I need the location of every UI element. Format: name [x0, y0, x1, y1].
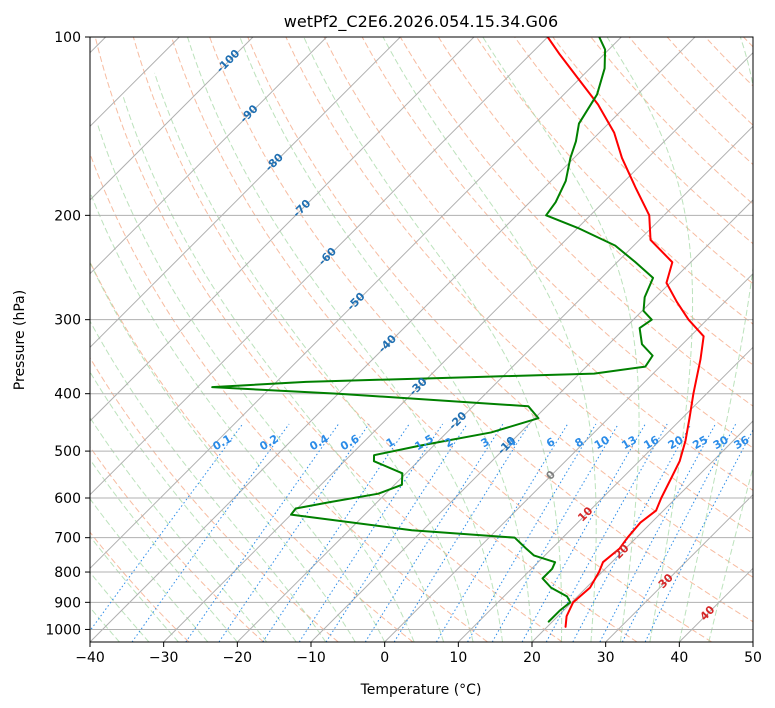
dewpoint-profile [211, 37, 655, 623]
mixing-ratio-line [298, 423, 444, 642]
y-tick-label: 800 [54, 565, 81, 581]
moist-adiabat [382, 37, 597, 642]
dry-adiabat [209, 37, 753, 623]
y-tick-label: 400 [54, 387, 81, 403]
y-axis-label: Pressure (hPa) [12, 290, 28, 390]
mixing-ratio-line [90, 423, 244, 632]
y-tick-label: 500 [54, 444, 81, 460]
mixing-ratio-line [491, 423, 619, 642]
moist-adiabat [239, 37, 533, 642]
x-tick-label: 40 [670, 650, 688, 666]
mixing-ratio-line [393, 423, 530, 642]
moist-adiabat [482, 37, 640, 642]
x-axis-label: Temperature (°C) [360, 682, 482, 698]
y-tick-label: 700 [54, 531, 81, 547]
mixing-ratio-line [599, 423, 716, 642]
dry-adiabat [90, 260, 414, 642]
plot-frame [89, 36, 754, 643]
isotherm-line [90, 37, 401, 349]
y-tick-label: 1000 [45, 622, 81, 638]
mixing-ratio-line [364, 423, 504, 642]
dry-adiabat [247, 37, 753, 578]
x-tick-label: −30 [149, 650, 179, 666]
x-tick-label: −20 [223, 650, 253, 666]
moist-adiabat [90, 498, 209, 642]
x-tick-label: 0 [380, 650, 389, 666]
moist-adiabat [96, 123, 415, 642]
isotherm-line [531, 420, 753, 642]
moist-adiabat [90, 320, 327, 642]
dry-adiabat [438, 37, 753, 366]
moist-adiabat [90, 571, 150, 642]
mixing-ratio-line [621, 423, 737, 642]
x-tick-label: 20 [523, 650, 541, 666]
isotherm-line [236, 125, 753, 642]
x-tick-label: 10 [449, 650, 467, 666]
y-tick-label: 300 [54, 313, 81, 329]
isotherm-line [163, 51, 753, 642]
y-tick-label: 600 [54, 491, 81, 507]
y-tick-label: 200 [54, 208, 81, 224]
x-tick-label: 50 [744, 650, 762, 666]
mixing-ratio-line [218, 423, 370, 642]
dry-adiabat [90, 356, 339, 642]
dry-adiabat [94, 37, 563, 642]
moist-adiabat [90, 416, 268, 642]
dry-adiabat [323, 37, 753, 491]
isotherm-line [384, 272, 753, 642]
dry-adiabat [90, 531, 190, 642]
moist-adiabat [303, 37, 563, 642]
moist-adiabat [187, 37, 504, 642]
isotherm-line [90, 37, 328, 275]
dry-adiabat [285, 37, 753, 535]
moist-adiabat [90, 458, 238, 642]
axes: −40 −30 −20 −10 0 10 20 30 40 50 100 200 300 400 500 60… [45, 30, 762, 666]
isotherm-line [457, 346, 753, 642]
moist-adiabat [606, 37, 694, 642]
moist-adiabat [90, 371, 297, 642]
y-tick-label: 100 [54, 30, 81, 46]
x-tick-label: −10 [296, 650, 326, 666]
dry-adiabat [399, 37, 753, 407]
isotherm-line [310, 199, 753, 642]
moist-adiabat [90, 261, 356, 642]
chart-title: wetPf2_C2E6.2026.054.15.34.G06 [284, 12, 558, 32]
background-lines [90, 37, 753, 642]
isotherm-line [90, 37, 622, 570]
sounding-profiles [211, 37, 705, 628]
moist-adiabat [678, 37, 753, 642]
temperature-profile [546, 37, 705, 628]
x-tick-label: −40 [75, 650, 105, 666]
mixing-ratio-line [572, 423, 692, 642]
x-tick-label: 30 [597, 650, 615, 666]
moist-adiabat [90, 535, 179, 642]
isotherm-line [90, 37, 696, 642]
moist-adiabat [154, 72, 474, 642]
isotherm-line [90, 37, 254, 201]
isotherm-line [90, 37, 549, 496]
mixing-ratio-line [521, 423, 646, 642]
mixing-ratio-line [131, 423, 290, 642]
mixing-ratio-line [185, 423, 339, 642]
isotherm-line [605, 493, 753, 642]
mixing-ratio-line [644, 428, 753, 642]
y-tick-label: 900 [54, 595, 81, 611]
dry-adiabat [132, 37, 638, 642]
moist-adiabat [122, 94, 445, 642]
isotherm-line [90, 37, 475, 422]
mixing-ratio-line [325, 423, 468, 642]
